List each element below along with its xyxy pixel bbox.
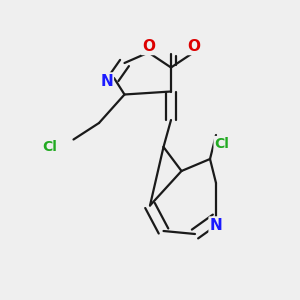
Text: Cl: Cl — [42, 140, 57, 154]
Text: O: O — [142, 39, 155, 54]
Text: Cl: Cl — [214, 137, 230, 151]
Text: O: O — [187, 39, 200, 54]
Text: N: N — [100, 74, 113, 88]
Text: N: N — [210, 218, 222, 232]
